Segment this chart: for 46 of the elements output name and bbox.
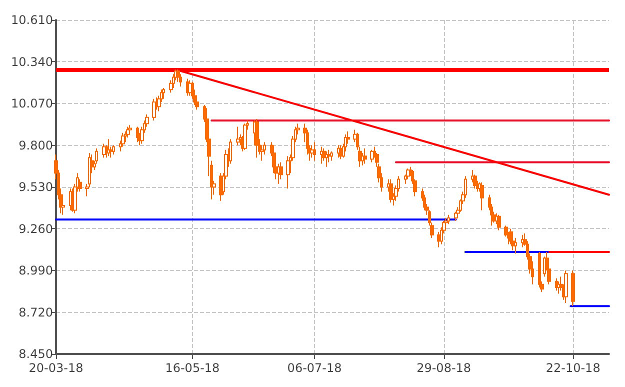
candlestick — [437, 231, 441, 248]
candlestick — [557, 280, 560, 294]
candlestick — [363, 148, 367, 164]
y-tick-label: 8.450 — [18, 347, 53, 361]
x-tick-label: 16-05-18 — [165, 361, 220, 375]
y-tick-label: 9.260 — [18, 222, 53, 236]
candlestick — [124, 130, 127, 143]
y-tick-label: 9.530 — [18, 180, 53, 194]
y-tick-label: 9.800 — [18, 138, 53, 152]
x-tick-label: 22-10-18 — [546, 361, 600, 375]
y-tick-label: 8.990 — [18, 264, 53, 278]
candlestick — [538, 251, 541, 288]
candlestick — [480, 182, 484, 211]
candlestick — [330, 150, 333, 162]
candlestick — [255, 118, 259, 158]
candlestick — [121, 132, 125, 148]
x-tick-label: 06-07-18 — [287, 361, 342, 375]
y-tick-label: 10.340 — [10, 54, 53, 69]
candlestick — [243, 123, 247, 150]
candlestick — [172, 74, 175, 89]
candlestick — [277, 163, 280, 184]
candlestick — [320, 146, 323, 164]
y-tick-label: 8.720 — [18, 305, 53, 320]
candlestick — [152, 98, 156, 122]
candlestick — [279, 162, 283, 180]
candlestick — [447, 214, 450, 225]
candlestick — [107, 138, 110, 157]
y-tick-label: 10.070 — [10, 96, 53, 110]
candlestick — [571, 270, 575, 307]
candlestick — [112, 144, 115, 156]
candlestick — [327, 149, 331, 163]
candlestick — [473, 174, 477, 190]
candlestick — [286, 156, 290, 190]
candlestick — [497, 214, 501, 231]
candlestick — [325, 150, 328, 168]
candlestick — [179, 74, 182, 87]
candlestick — [406, 168, 410, 180]
candlestick — [555, 278, 558, 292]
candlestick — [176, 68, 180, 82]
candlestick — [162, 88, 165, 100]
x-tick-label: 20-03-18 — [28, 361, 84, 375]
candlestick — [514, 238, 517, 254]
candlestick — [310, 144, 314, 158]
x-tick-label: 29-08-18 — [416, 361, 472, 375]
y-tick-label: 10.610 — [10, 13, 53, 27]
candlestick — [313, 142, 316, 162]
